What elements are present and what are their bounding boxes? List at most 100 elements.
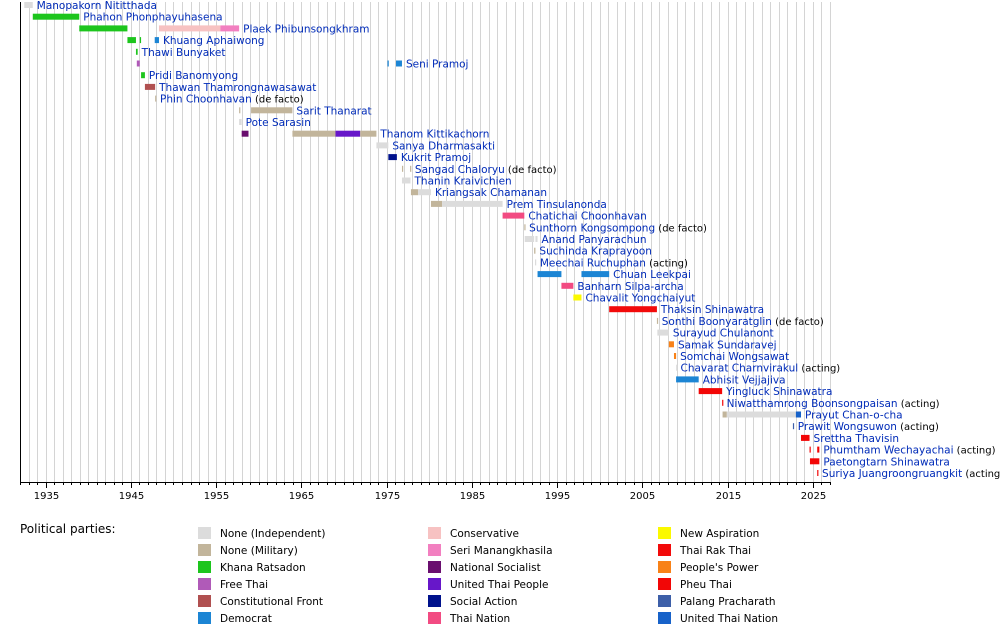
term-bar	[573, 294, 582, 301]
term-bar	[795, 411, 802, 418]
pm-name: Thawi Bunyaket	[141, 47, 226, 59]
pm-label: Phin Choonhavan (de facto)	[160, 94, 304, 106]
pm-name: Kukrit Pramoj	[401, 152, 471, 164]
legend-label: Pheu Thai	[680, 579, 732, 591]
pm-name: Prawit Wongsuwon	[798, 421, 897, 433]
legend-label: Social Action	[450, 596, 517, 608]
pm-name: Niwatthamrong Boonsongpaisan	[727, 398, 898, 410]
pm-label: Phumtham Wechayachai (acting)	[823, 445, 995, 457]
pm-label: Anand Panyarachun	[542, 234, 647, 246]
term-bar	[673, 353, 677, 359]
pm-name: Prayut Chan-o-cha	[805, 410, 903, 422]
legend-swatch	[658, 595, 671, 607]
legend-label: Conservative	[450, 528, 519, 540]
pm-name: Suriya Juangroongruangkit	[822, 468, 962, 480]
pm-label: Chavalit Yongchaiyut	[585, 293, 695, 305]
term-bar	[401, 165, 404, 172]
pm-name: Phin Choonhavan	[160, 94, 252, 106]
term-bar	[524, 224, 526, 231]
pm-name: Khuang Aphaiwong	[163, 35, 264, 47]
pm-label: Abhisit Vejjajiva	[703, 374, 786, 386]
pm-label: Chuan Leekpai	[613, 269, 691, 281]
legend-label: Democrat	[220, 613, 272, 625]
x-axis: 1935 1945 1955 1965 1975 1985 1995 2005 2015 2025	[20, 2, 831, 502]
pm-name: Suchinda Kraprayoon	[539, 246, 652, 258]
term-bar	[158, 25, 221, 32]
pm-label: Suchinda Kraprayoon	[539, 246, 652, 258]
pm-label: Chavarat Charnvirakul (acting)	[681, 363, 841, 375]
pm-name: Prem Tinsulanonda	[507, 199, 607, 211]
pm-name: Paetongtarn Shinawatra	[823, 456, 950, 468]
pm-name: Phahon Phonphayuhasena	[83, 12, 222, 24]
term-bar	[144, 83, 156, 90]
legend-swatch	[198, 527, 211, 539]
x-tick-label: 1945	[119, 491, 144, 502]
pm-label: Plaek Phibunsongkhram	[243, 23, 369, 35]
term-bar	[154, 37, 159, 44]
legend-swatch	[198, 578, 211, 590]
pm-note: (acting)	[954, 446, 996, 457]
term-bar	[418, 189, 431, 196]
pm-label: Kukrit Pramoj	[401, 152, 471, 164]
term-bar	[136, 60, 140, 67]
legend: Political parties: None (Independent) Non…	[20, 522, 778, 625]
pm-label: Sonthi Boonyaratglin (de facto)	[662, 316, 824, 328]
term-bar	[442, 200, 503, 207]
pm-name: Thanom Kittikachorn	[379, 129, 489, 141]
pm-label: Somchai Wongsawat	[680, 351, 789, 363]
term-bar	[801, 434, 810, 441]
pm-name: Meechai Ruchuphan	[540, 257, 646, 269]
term-bar	[698, 388, 723, 395]
pm-note: (de facto)	[772, 317, 824, 328]
pm-name: Somchai Wongsawat	[680, 351, 789, 363]
term-bar	[668, 341, 674, 348]
pm-name: Srettha Thavisin	[814, 433, 900, 445]
legend-swatch	[428, 578, 441, 590]
term-bar	[817, 470, 819, 476]
grid	[20, 2, 831, 482]
pm-label: Banharn Silpa-archa	[577, 281, 683, 293]
pm-name: Sunthorn Kongsompong	[529, 222, 655, 234]
term-bar	[656, 317, 659, 324]
legend-swatch	[658, 561, 671, 573]
pm-name: Abhisit Vejjajiva	[703, 374, 786, 386]
legend-swatch	[428, 595, 441, 607]
legend-label: Constitutional Front	[220, 596, 323, 608]
pm-name: Plaek Phibunsongkhram	[243, 23, 369, 35]
legend-swatch	[198, 561, 211, 573]
term-bar	[535, 236, 538, 242]
legend-label: Thai Nation	[449, 613, 510, 625]
pm-name: Anand Panyarachun	[542, 234, 647, 246]
term-bar	[396, 60, 402, 67]
pm-label: Thanin Kraivichien	[414, 176, 512, 188]
legend-swatch	[428, 544, 441, 556]
pm-name: Manopakorn Nititthada	[37, 0, 157, 12]
pm-label: Srettha Thavisin	[814, 433, 900, 445]
pm-label: Manopakorn Nititthada	[37, 0, 157, 12]
term-bar	[676, 364, 678, 371]
legend-label: People's Power	[680, 562, 759, 574]
term-bar	[401, 177, 411, 184]
term-bar	[335, 130, 361, 137]
pm-label: Meechai Ruchuphan (acting)	[540, 257, 688, 269]
pm-name: Sarit Thanarat	[296, 105, 371, 117]
pm-label: Sarit Thanarat	[296, 105, 371, 117]
pm-label: Pote Sarasin	[246, 117, 311, 129]
term-bar	[502, 212, 525, 219]
pm-label: Phahon Phonphayuhasena	[83, 12, 222, 24]
legend-label: None (Independent)	[220, 528, 325, 540]
term-bar	[79, 25, 128, 32]
pm-name: Sangad Chaloryu	[415, 164, 505, 176]
pm-name: Chavarat Charnvirakul	[681, 363, 799, 375]
term-bar	[657, 329, 669, 336]
pm-label: Sanya Dharmasakti	[392, 140, 495, 152]
x-tick-label: 1955	[204, 491, 229, 502]
pm-note: (de facto)	[252, 95, 304, 106]
pm-name: Chuan Leekpai	[613, 269, 691, 281]
legend-swatch	[198, 544, 211, 556]
legend-label: United Thai People	[450, 579, 548, 591]
term-bar	[561, 282, 574, 289]
term-bar	[726, 411, 796, 418]
term-bar	[292, 130, 336, 137]
